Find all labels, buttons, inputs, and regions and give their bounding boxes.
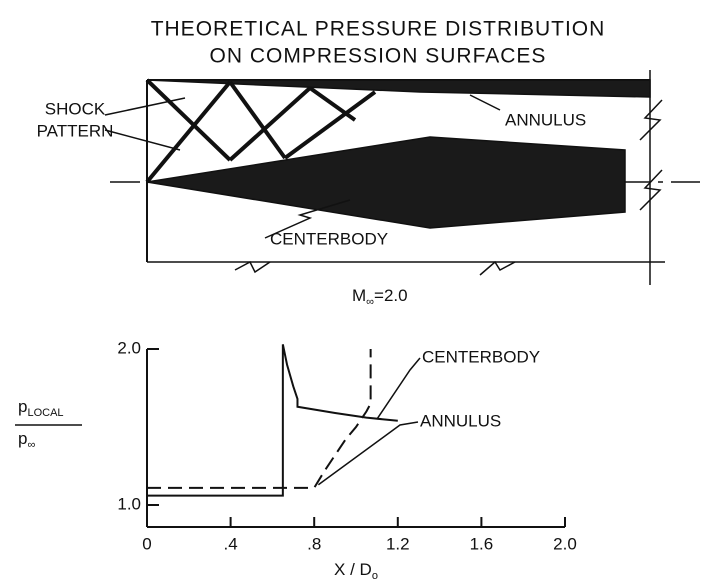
- x-tick-label: .8: [307, 534, 321, 553]
- y-tick-label: 1.0: [117, 494, 141, 513]
- title-line: ON COMPRESSION SURFACES: [210, 45, 547, 68]
- break-mark: [639, 99, 663, 211]
- series-label: CENTERBODY: [422, 347, 540, 366]
- series-line: [147, 349, 372, 489]
- label: CENTERBODY: [270, 229, 388, 248]
- series-line: [147, 344, 398, 497]
- x-tick-label: 1.6: [470, 534, 494, 553]
- y-label-p: p: [18, 397, 27, 416]
- y-label-sub: LOCAL: [27, 407, 63, 419]
- x-tick-label: .4: [224, 534, 238, 553]
- y-label-sub: ∞: [27, 439, 35, 451]
- label: SHOCK: [45, 99, 106, 118]
- mach: M: [352, 286, 366, 305]
- label: M∞=2.0: [352, 286, 408, 307]
- label: ANNULUS: [505, 110, 586, 129]
- title-line: THEORETICAL PRESSURE DISTRIBUTION: [151, 18, 606, 41]
- x-label-sub: o: [372, 570, 378, 582]
- mach-sub: ∞: [366, 296, 374, 308]
- mach-value: =2.0: [374, 286, 408, 305]
- plot: 0.4.8 1.2 1.6 2.01.02.0X / DopLOCALp∞CENTER…: [15, 338, 577, 582]
- label: PATTERN: [37, 121, 114, 140]
- x-tick-label: 0: [142, 534, 151, 553]
- break-mark: [234, 260, 516, 276]
- y-label-den: p∞: [18, 429, 35, 450]
- x-label-main: X / D: [334, 560, 372, 579]
- inlet-sketch: [104, 70, 700, 285]
- leader: [264, 199, 351, 239]
- series-label: ANNULUS: [420, 411, 501, 430]
- leader: [104, 97, 186, 151]
- leader: [376, 357, 421, 420]
- y-tick-label: 2.0: [117, 338, 141, 357]
- x-tick-label: 1.2: [386, 534, 410, 553]
- leader: [317, 421, 419, 486]
- leader: [469, 94, 501, 111]
- y-label-num: pLOCAL: [18, 397, 64, 418]
- x-axis-label: X / Do: [334, 560, 378, 581]
- x-tick-label: 2.0: [553, 534, 577, 553]
- y-label-p: p: [18, 429, 27, 448]
- centerbody: [146, 136, 626, 229]
- shocks: [145, 78, 377, 184]
